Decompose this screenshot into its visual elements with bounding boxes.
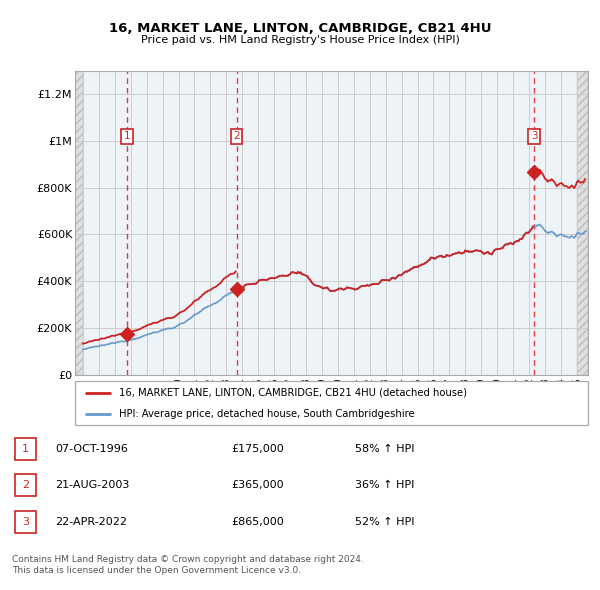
Text: 1: 1	[22, 444, 29, 454]
Text: £365,000: £365,000	[231, 480, 284, 490]
Text: 16, MARKET LANE, LINTON, CAMBRIDGE, CB21 4HU (detached house): 16, MARKET LANE, LINTON, CAMBRIDGE, CB21…	[119, 388, 467, 398]
Text: 52% ↑ HPI: 52% ↑ HPI	[355, 517, 414, 527]
FancyBboxPatch shape	[15, 438, 35, 460]
Text: 07-OCT-1996: 07-OCT-1996	[55, 444, 128, 454]
Text: 3: 3	[22, 517, 29, 527]
Bar	[577, 71, 588, 375]
Text: 21-AUG-2003: 21-AUG-2003	[55, 480, 130, 490]
Text: 2: 2	[22, 480, 29, 490]
FancyBboxPatch shape	[15, 511, 35, 533]
Text: 2: 2	[233, 131, 240, 141]
Text: Contains HM Land Registry data © Crown copyright and database right 2024.
This d: Contains HM Land Registry data © Crown c…	[12, 555, 364, 575]
Text: 1: 1	[124, 131, 130, 141]
Text: 22-APR-2022: 22-APR-2022	[55, 517, 127, 527]
Text: 3: 3	[530, 131, 538, 141]
Text: Price paid vs. HM Land Registry's House Price Index (HPI): Price paid vs. HM Land Registry's House …	[140, 35, 460, 45]
Bar	[75, 71, 83, 375]
Text: 16, MARKET LANE, LINTON, CAMBRIDGE, CB21 4HU: 16, MARKET LANE, LINTON, CAMBRIDGE, CB21…	[109, 22, 491, 35]
Text: £175,000: £175,000	[231, 444, 284, 454]
Text: HPI: Average price, detached house, South Cambridgeshire: HPI: Average price, detached house, Sout…	[119, 409, 414, 419]
Text: 36% ↑ HPI: 36% ↑ HPI	[355, 480, 414, 490]
Text: £865,000: £865,000	[231, 517, 284, 527]
FancyBboxPatch shape	[75, 381, 588, 425]
Text: 58% ↑ HPI: 58% ↑ HPI	[355, 444, 414, 454]
FancyBboxPatch shape	[15, 474, 35, 496]
